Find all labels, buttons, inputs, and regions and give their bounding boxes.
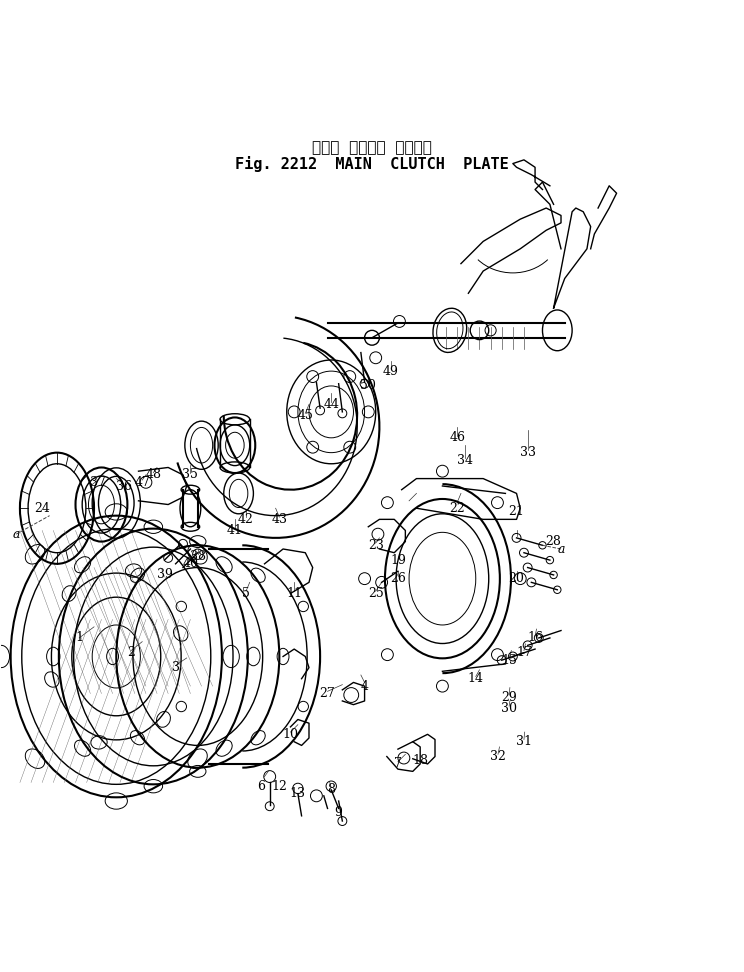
Text: 46: 46 bbox=[449, 432, 465, 444]
Text: 44: 44 bbox=[323, 398, 339, 411]
Text: 42: 42 bbox=[238, 513, 254, 526]
Text: 18: 18 bbox=[412, 753, 429, 767]
Text: 22: 22 bbox=[449, 502, 465, 515]
Text: 39: 39 bbox=[156, 569, 173, 581]
Text: 1: 1 bbox=[75, 632, 83, 644]
Text: 29: 29 bbox=[501, 691, 517, 704]
Text: 28: 28 bbox=[545, 536, 562, 548]
Text: 37: 37 bbox=[90, 475, 106, 489]
Text: Fig. 2212  MAIN  CLUTCH  PLATE: Fig. 2212 MAIN CLUTCH PLATE bbox=[235, 156, 509, 172]
Text: 43: 43 bbox=[272, 513, 287, 526]
Text: 21: 21 bbox=[509, 505, 525, 518]
Text: 23: 23 bbox=[368, 538, 384, 552]
Text: a: a bbox=[557, 542, 565, 556]
Text: 30: 30 bbox=[501, 702, 517, 714]
Text: 7: 7 bbox=[394, 757, 402, 771]
Text: 9: 9 bbox=[335, 806, 342, 818]
Text: 40: 40 bbox=[182, 557, 199, 571]
Text: 11: 11 bbox=[286, 587, 302, 600]
Text: 8: 8 bbox=[327, 783, 336, 796]
Text: 27: 27 bbox=[320, 687, 336, 700]
Text: 13: 13 bbox=[290, 787, 306, 800]
Text: 32: 32 bbox=[490, 750, 506, 763]
Text: メイン  クラッチ  プレート: メイン クラッチ プレート bbox=[312, 141, 432, 156]
Text: 41: 41 bbox=[227, 524, 243, 537]
Text: 34: 34 bbox=[457, 454, 472, 467]
Text: 24: 24 bbox=[34, 502, 50, 515]
Text: 31: 31 bbox=[516, 735, 532, 748]
Text: 38: 38 bbox=[190, 550, 206, 563]
Text: 14: 14 bbox=[468, 673, 484, 685]
Text: 17: 17 bbox=[516, 646, 532, 659]
Text: 48: 48 bbox=[145, 469, 161, 481]
Text: 50: 50 bbox=[360, 379, 376, 393]
Text: 49: 49 bbox=[382, 364, 399, 377]
Text: 20: 20 bbox=[509, 573, 525, 585]
Text: 16: 16 bbox=[527, 632, 543, 644]
Text: 35: 35 bbox=[182, 469, 199, 481]
Text: a: a bbox=[13, 528, 20, 540]
Text: 5: 5 bbox=[242, 587, 250, 600]
Text: 36: 36 bbox=[115, 479, 132, 493]
Text: 15: 15 bbox=[501, 654, 517, 667]
Text: 4: 4 bbox=[361, 679, 368, 693]
Text: 26: 26 bbox=[390, 573, 406, 585]
Text: 33: 33 bbox=[519, 446, 536, 459]
Text: 12: 12 bbox=[272, 780, 287, 793]
Text: 19: 19 bbox=[390, 554, 406, 567]
Text: 47: 47 bbox=[134, 475, 150, 489]
Text: 2: 2 bbox=[127, 646, 135, 659]
Text: 25: 25 bbox=[368, 587, 384, 600]
Text: 3: 3 bbox=[172, 661, 179, 675]
Text: 6: 6 bbox=[257, 780, 265, 793]
Text: 45: 45 bbox=[298, 409, 313, 422]
Text: 10: 10 bbox=[283, 728, 298, 741]
